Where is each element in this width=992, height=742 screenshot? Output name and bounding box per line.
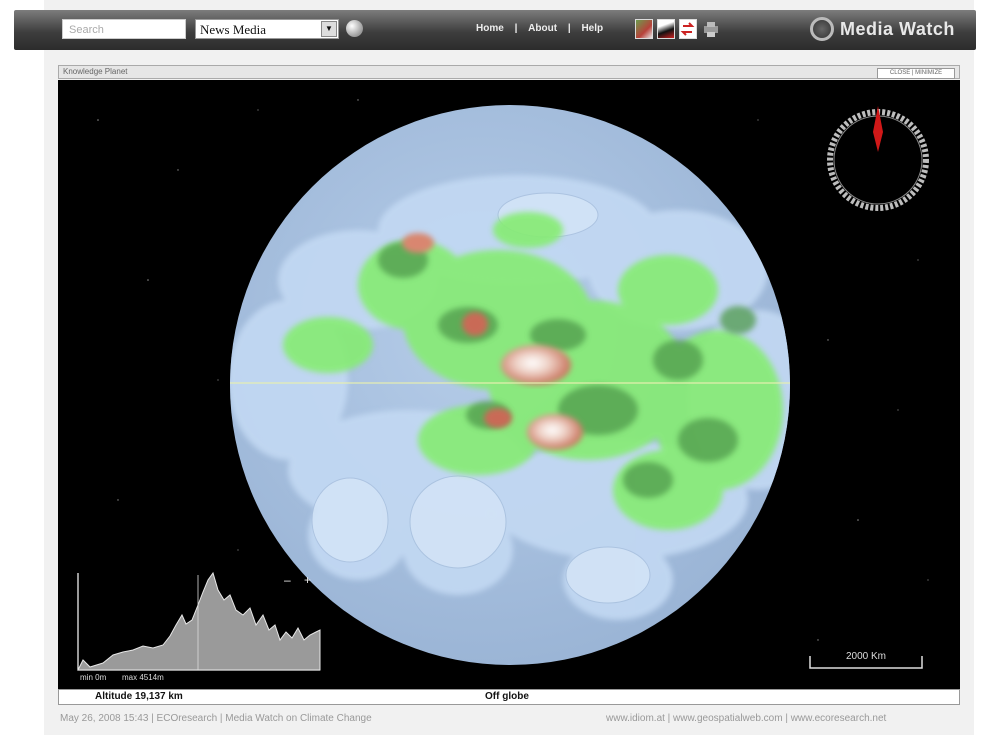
compass-icon[interactable]	[827, 106, 929, 211]
printer-icon	[704, 22, 718, 37]
globe-surface	[230, 175, 790, 620]
globe-canvas[interactable]: 2000 Km min 0m max 4514m – +	[58, 80, 960, 689]
panel-title: Knowledge Planet	[63, 67, 128, 76]
globe-search-icon[interactable]	[346, 20, 363, 37]
nav-about-link[interactable]: About	[528, 23, 558, 34]
scale-bar: 2000 Km	[809, 651, 923, 669]
panel-controls-button[interactable]: CLOSE | MINIMIZE	[877, 68, 955, 79]
chevron-down-icon[interactable]: ▼	[321, 21, 337, 37]
top-toolbar: Search News Media ▼ Home | About | Help …	[14, 10, 976, 50]
pointer-view-icon[interactable]	[657, 19, 675, 39]
nav-home-link[interactable]: Home	[476, 23, 504, 34]
share-icon[interactable]	[679, 19, 697, 39]
footer-credits: May 26, 2008 15:43 | ECOresearch | Media…	[60, 713, 372, 724]
news-source-value: News Media	[200, 22, 267, 37]
compass-needle-icon	[873, 106, 883, 152]
brand-title: Media Watch	[840, 19, 955, 39]
elevation-profile: min 0m max 4514m – +	[77, 571, 321, 682]
map-view-icon[interactable]	[635, 19, 653, 39]
search-input[interactable]: Search	[62, 19, 186, 39]
print-icon[interactable]	[702, 19, 720, 39]
top-nav: Home | About | Help	[472, 23, 607, 34]
location-readout: Off globe	[485, 691, 529, 702]
scale-label: 2000 Km	[846, 651, 886, 662]
footer-links[interactable]: www.idiom.at | www.geospatialweb.com | w…	[606, 713, 887, 724]
nav-separator: |	[514, 23, 518, 34]
nav-help-link[interactable]: Help	[581, 23, 604, 34]
altitude-readout: Altitude 19,137 km	[95, 691, 183, 702]
starfield	[97, 99, 929, 641]
news-source-select[interactable]: News Media ▼	[195, 19, 339, 39]
elevation-min-label: min 0m	[80, 673, 107, 682]
elevation-zoom-out-button[interactable]: –	[284, 573, 291, 587]
elevation-max-label: max 4514m	[122, 673, 164, 682]
status-bar: Altitude 19,137 km Off globe	[58, 689, 960, 705]
globe-viewer[interactable]: 2000 Km min 0m max 4514m – +	[58, 80, 960, 689]
panel-header: Knowledge Planet CLOSE | MINIMIZE	[58, 65, 960, 79]
media-watch-logo-icon	[810, 17, 834, 41]
nav-separator: |	[567, 23, 571, 34]
elevation-zoom-in-button[interactable]: +	[304, 573, 311, 587]
share-arrows-icon	[680, 22, 695, 36]
